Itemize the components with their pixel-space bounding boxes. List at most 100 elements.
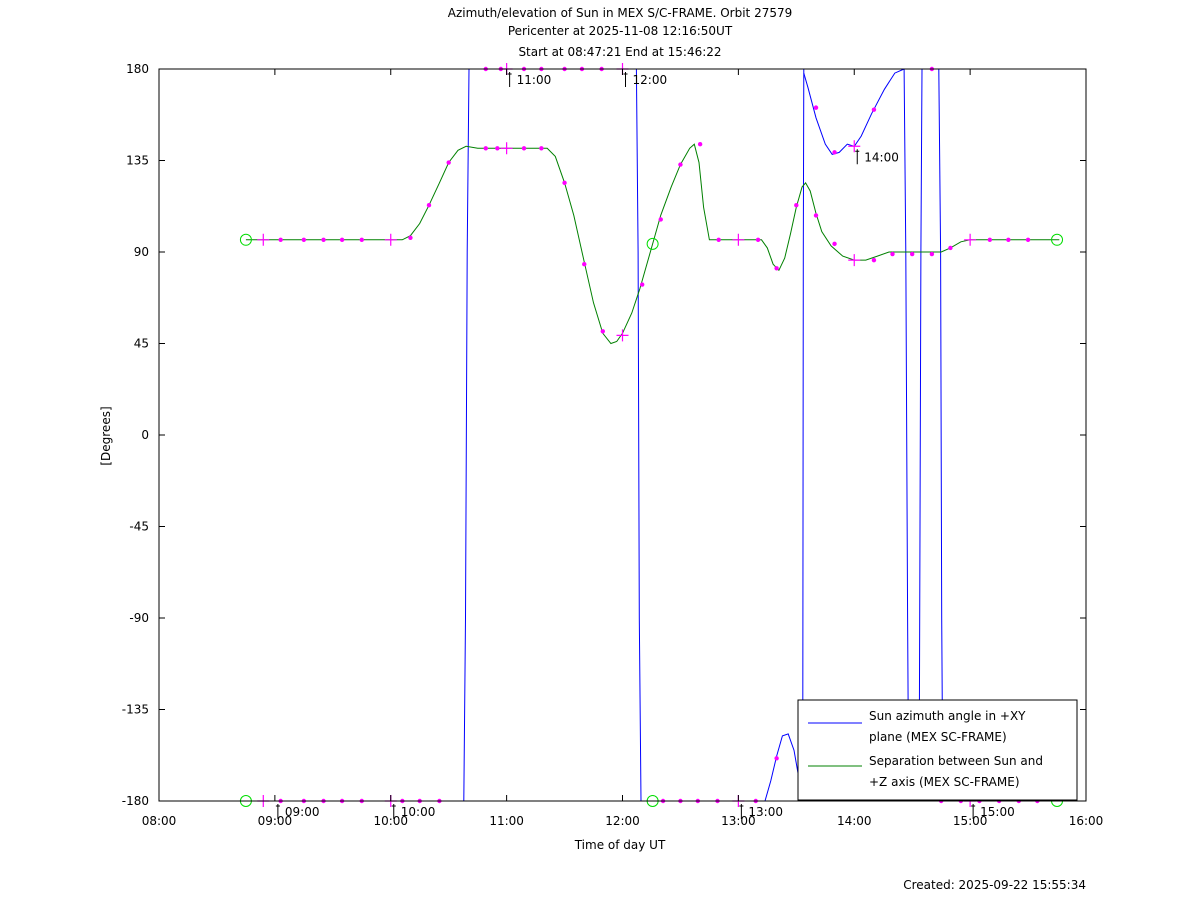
separation-dot-marker-11 (539, 146, 544, 151)
legend-label-azimuth-line-2: plane (MEX SC-FRAME) (869, 730, 1007, 744)
x-tick-label-3: 11:00 (489, 814, 524, 828)
annotation-label-4: 10:00 (401, 805, 436, 819)
separation-dot-marker-12 (562, 180, 567, 186)
legend-box (797, 699, 1078, 801)
series-azimuth-line-1 (635, 68, 805, 802)
separation-dot-marker-3 (339, 237, 345, 242)
annotation-tick-2 (855, 149, 860, 165)
annotation-label-5: 13:00 (748, 805, 783, 819)
series-azimuth-line-3 (903, 68, 1060, 802)
annotation-label-0: 11:00 (517, 73, 552, 87)
series-layer (245, 68, 1060, 802)
separation-circle-marker-2 (1051, 233, 1064, 246)
axis-layer: 08:00 09:00 10:00 11:00 12:00 13:00 14:00 15:00… (122, 62, 1104, 828)
separation-dot-marker-16 (658, 217, 663, 222)
azimuth-dot-marker-23 (871, 107, 877, 112)
azimuth-dot-marker-22 (832, 150, 837, 155)
y-tick-label-3: 45 (134, 337, 149, 351)
annotation-tick-6 (971, 804, 976, 819)
separation-dot-marker-29 (948, 245, 953, 251)
separation-dot-marker-10 (521, 146, 527, 151)
y-axis-label: [Degrees] (99, 406, 113, 465)
azimuth-dot-marker-20 (774, 756, 779, 761)
x-axis-label: Time of day UT (574, 838, 666, 852)
azimuth-dot-marker-21 (813, 105, 819, 110)
series-azimuth-line-2 (803, 68, 905, 155)
separation-cross-marker-1 (384, 233, 397, 246)
azimuth-cross-marker-5 (848, 140, 861, 153)
annotation-tick-5 (739, 804, 744, 819)
separation-dot-marker-27 (909, 251, 915, 257)
annotation-label-6: 15:00 (980, 805, 1015, 819)
plot-frame (158, 68, 1087, 802)
legend-label-separation-line-1: Separation between Sun and (869, 754, 1043, 768)
x-tick-label-2: 10:00 (373, 814, 408, 828)
separation-dot-marker-5 (408, 235, 413, 240)
annotation-layer: 11:00 12:00 14:00 09:00 10:00 13:00 15:00 (275, 72, 1015, 819)
separation-cross-marker-2 (500, 142, 513, 155)
separation-dot-marker-14 (600, 329, 606, 334)
separation-dot-marker-18 (697, 142, 703, 147)
separation-circle-marker-1 (646, 237, 659, 250)
y-tick-label-2: 90 (134, 245, 149, 259)
y-tick-label-4: 0 (141, 428, 149, 442)
y-tick-label-7: -135 (122, 703, 149, 717)
chart-title-line-3: Start at 08:47:21 End at 15:46:22 (518, 45, 721, 59)
separation-dot-marker-24 (832, 241, 837, 247)
separation-dot-marker-15 (639, 282, 645, 287)
chart-title-line-1: Azimuth/elevation of Sun in MEX S/C-FRAM… (448, 6, 793, 20)
separation-circle-marker-0 (239, 233, 252, 246)
separation-dot-marker-31 (1006, 237, 1011, 242)
legend-label-azimuth-line-1: Sun azimuth angle in +XY (869, 709, 1026, 723)
separation-dot-marker-0 (278, 237, 283, 242)
separation-dot-marker-13 (582, 262, 587, 267)
separation-dot-marker-7 (446, 160, 451, 165)
x-tick-label-6: 14:00 (837, 814, 872, 828)
x-tick-label-8: 16:00 (1069, 814, 1104, 828)
separation-dot-marker-17 (678, 162, 683, 167)
separation-cross-marker-6 (964, 233, 977, 246)
separation-dot-marker-21 (774, 266, 779, 271)
annotation-label-3: 09:00 (285, 805, 320, 819)
separation-dot-marker-4 (359, 237, 364, 242)
separation-dot-marker-30 (987, 237, 993, 242)
separation-cross-marker-5 (848, 254, 861, 267)
x-tick-label-1: 09:00 (258, 814, 293, 828)
marker-layer (239, 63, 1064, 807)
x-tick-label-4: 12:00 (605, 814, 640, 828)
annotation-tick-4 (391, 804, 396, 819)
separation-dot-marker-28 (929, 251, 935, 257)
separation-dot-marker-25 (871, 257, 877, 263)
separation-cross-marker-0 (257, 233, 270, 246)
created-timestamp: Created: 2025-09-22 15:55:34 (903, 878, 1086, 892)
y-tick-label-8: -180 (122, 794, 149, 808)
annotation-label-1: 12:00 (633, 73, 668, 87)
x-tick-label-5: 13:00 (721, 814, 756, 828)
separation-dot-marker-1 (301, 237, 307, 242)
y-tick-label-6: -90 (129, 611, 149, 625)
separation-dot-marker-8 (483, 146, 488, 151)
separation-cross-marker-4 (732, 233, 745, 246)
annotation-tick-3 (275, 804, 280, 819)
annotation-tick-0 (507, 72, 512, 87)
series-separation-line-0 (245, 143, 1060, 345)
separation-dot-marker-23 (813, 213, 819, 218)
separation-dot-marker-26 (890, 251, 895, 257)
legend-label-separation-line-2: +Z axis (MEX SC-FRAME) (869, 775, 1020, 789)
annotation-tick-1 (623, 72, 628, 87)
y-tick-label-5: -45 (129, 520, 149, 534)
separation-dot-marker-6 (426, 203, 432, 208)
separation-dot-marker-20 (755, 237, 761, 242)
separation-dot-marker-2 (321, 237, 326, 242)
x-tick-label-0: 08:00 (142, 814, 177, 828)
annotation-label-2: 14:00 (864, 150, 899, 164)
separation-cross-marker-3 (616, 329, 629, 342)
separation-dot-marker-19 (716, 237, 721, 242)
chart-title-line-2: Pericenter at 2025-11-08 12:16:50UT (508, 24, 733, 38)
legend: Sun azimuth angle in +XY plane (MEX SC-F… (797, 699, 1078, 801)
separation-dot-marker-22 (794, 203, 799, 208)
x-tick-label-7: 15:00 (953, 814, 988, 828)
y-tick-label-1: 135 (126, 154, 149, 168)
